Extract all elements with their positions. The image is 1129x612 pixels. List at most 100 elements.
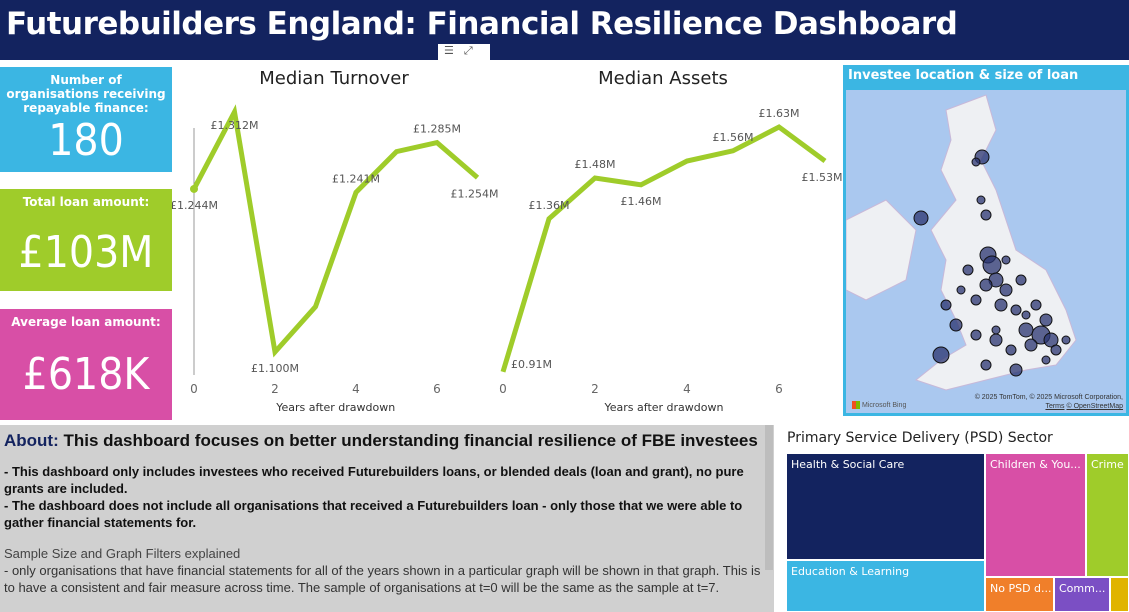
attribution-text: © 2025 TomTom, © 2025 Microsoft Corporat… [974, 394, 1123, 401]
data-label: £1.254M [451, 188, 499, 201]
investee-bubble [1043, 332, 1059, 348]
map-attribution: © 2025 TomTom, © 2025 Microsoft Corporat… [918, 393, 1123, 411]
kpi-label: Total loan amount: [22, 195, 150, 209]
investee-bubble [980, 209, 992, 221]
about-bullet-2: - The dashboard does not include all org… [4, 498, 743, 530]
data-label: £1.241M [332, 172, 380, 185]
page-title: Futurebuilders England: Financial Resili… [6, 6, 958, 42]
investee-bubble [1021, 310, 1031, 320]
data-label: £1.56M [713, 131, 754, 144]
x-axis-label: Years after drawdown [604, 401, 724, 414]
investee-bubble [1061, 335, 1071, 345]
investee-bubble [932, 346, 950, 364]
kpi-card-total-loan: Total loan amount: £103M [0, 189, 172, 291]
bing-logo: Microsoft Bing [852, 401, 914, 409]
kpi-value: £103M [18, 227, 154, 278]
investee-bubble [994, 298, 1008, 312]
x-tick-label: 0 [190, 382, 198, 396]
investee-bubble [1030, 299, 1042, 311]
investee-bubble [970, 329, 982, 341]
kpi-card-organisations: Number of organisations receiving repaya… [0, 67, 172, 172]
about-panel: About: This dashboard focuses on better … [0, 425, 774, 612]
about-prefix: About: [4, 431, 59, 450]
investee-bubble [1009, 363, 1023, 377]
focus-mode-icon[interactable]: ⤢ [463, 44, 473, 57]
about-note: - only organisations that have financial… [4, 563, 761, 595]
treemap-tile[interactable]: Children & You... [985, 453, 1086, 577]
investee-bubble [991, 325, 1001, 335]
investee-bubble [1005, 344, 1017, 356]
series-line [500, 124, 827, 373]
kpi-card-average-loan: Average loan amount: £618K [0, 309, 172, 420]
kpi-value: 180 [48, 115, 124, 166]
x-tick-label: 4 [683, 382, 691, 396]
great-britain-landmass [914, 94, 1077, 391]
treemap-tile[interactable]: No PSD d... [985, 577, 1054, 612]
treemap-title: Primary Service Delivery (PSD) Sector [787, 430, 1053, 446]
ireland-landmass [846, 199, 917, 301]
investee-bubble [1010, 304, 1022, 316]
data-label: £1.53M [802, 171, 842, 184]
line-charts: Median Turnover £1.244M £1.312M £1.100M £1.2… [172, 68, 842, 414]
chart-title: Median Turnover [259, 68, 409, 89]
psd-treemap: Health & Social Care Education & Learning… [786, 453, 1129, 612]
investee-bubble [1024, 338, 1038, 352]
bing-label: Microsoft Bing [862, 401, 907, 409]
investee-bubble [970, 294, 982, 306]
x-tick-label: 2 [591, 382, 599, 396]
about-subheading: Sample Size and Graph Filters explained [4, 546, 241, 561]
kpi-label: Average loan amount: [11, 315, 161, 329]
treemap-tile[interactable]: Comm... [1054, 577, 1110, 612]
visual-header: ☰ ⤢ [438, 44, 490, 62]
data-point [190, 184, 198, 193]
data-label: £1.63M [759, 107, 800, 120]
investee-bubble [971, 157, 981, 167]
terms-link[interactable]: Terms [1045, 403, 1065, 410]
x-tick-label: 2 [271, 382, 279, 396]
data-label: £1.36M [529, 199, 570, 212]
investee-bubble [913, 210, 929, 226]
treemap-tile[interactable]: Crime [1086, 453, 1129, 577]
investee-bubble [980, 359, 992, 371]
x-tick-label: 4 [352, 382, 360, 396]
about-bullet-1: - This dashboard only includes investees… [4, 464, 744, 496]
investee-bubble [982, 255, 1002, 275]
investee-bubble [956, 285, 966, 295]
x-tick-label: 0 [499, 382, 507, 396]
kpi-value: £618K [22, 349, 150, 400]
investee-bubble [976, 195, 986, 205]
filter-icon[interactable]: ☰ [444, 44, 454, 57]
data-label: £1.285M [413, 123, 461, 136]
investee-bubble [979, 278, 993, 292]
x-axis-label: Years after drawdown [275, 401, 395, 414]
treemap-tile[interactable] [1110, 577, 1129, 612]
osm-link[interactable]: © OpenStreetMap [1066, 403, 1123, 410]
investee-bubble [949, 318, 963, 332]
investee-bubble [1041, 355, 1051, 365]
kpi-label: Number of organisations receiving repaya… [6, 73, 166, 115]
header: Futurebuilders England: Financial Resili… [0, 0, 1129, 60]
map-visual: Investee location & size of loan Microso… [843, 65, 1129, 416]
data-label: £1.244M [172, 199, 218, 212]
investee-bubble [1001, 255, 1011, 265]
data-label: £1.312M [211, 119, 259, 132]
series-line [191, 104, 480, 358]
x-tick-label: 6 [433, 382, 441, 396]
investee-bubble [1050, 344, 1062, 356]
data-label: £1.46M [621, 195, 662, 208]
investee-bubble [999, 283, 1013, 297]
investee-bubble [1039, 313, 1053, 327]
about-scrollbar[interactable] [765, 425, 773, 570]
data-label: £1.48M [575, 158, 616, 171]
investee-bubble [962, 264, 974, 276]
data-label: £1.100M [251, 362, 299, 375]
map-title: Investee location & size of loan [848, 68, 1079, 83]
investee-bubble [1018, 322, 1034, 338]
treemap-tile[interactable]: Education & Learning [786, 560, 985, 612]
treemap-tile[interactable]: Health & Social Care [786, 453, 985, 560]
x-tick-label: 6 [775, 382, 783, 396]
data-label: £0.91M [511, 358, 552, 371]
chart-title: Median Assets [598, 68, 728, 89]
map-canvas[interactable]: Microsoft Bing © 2025 TomTom, © 2025 Mic… [846, 90, 1126, 413]
investee-bubble [940, 299, 952, 311]
